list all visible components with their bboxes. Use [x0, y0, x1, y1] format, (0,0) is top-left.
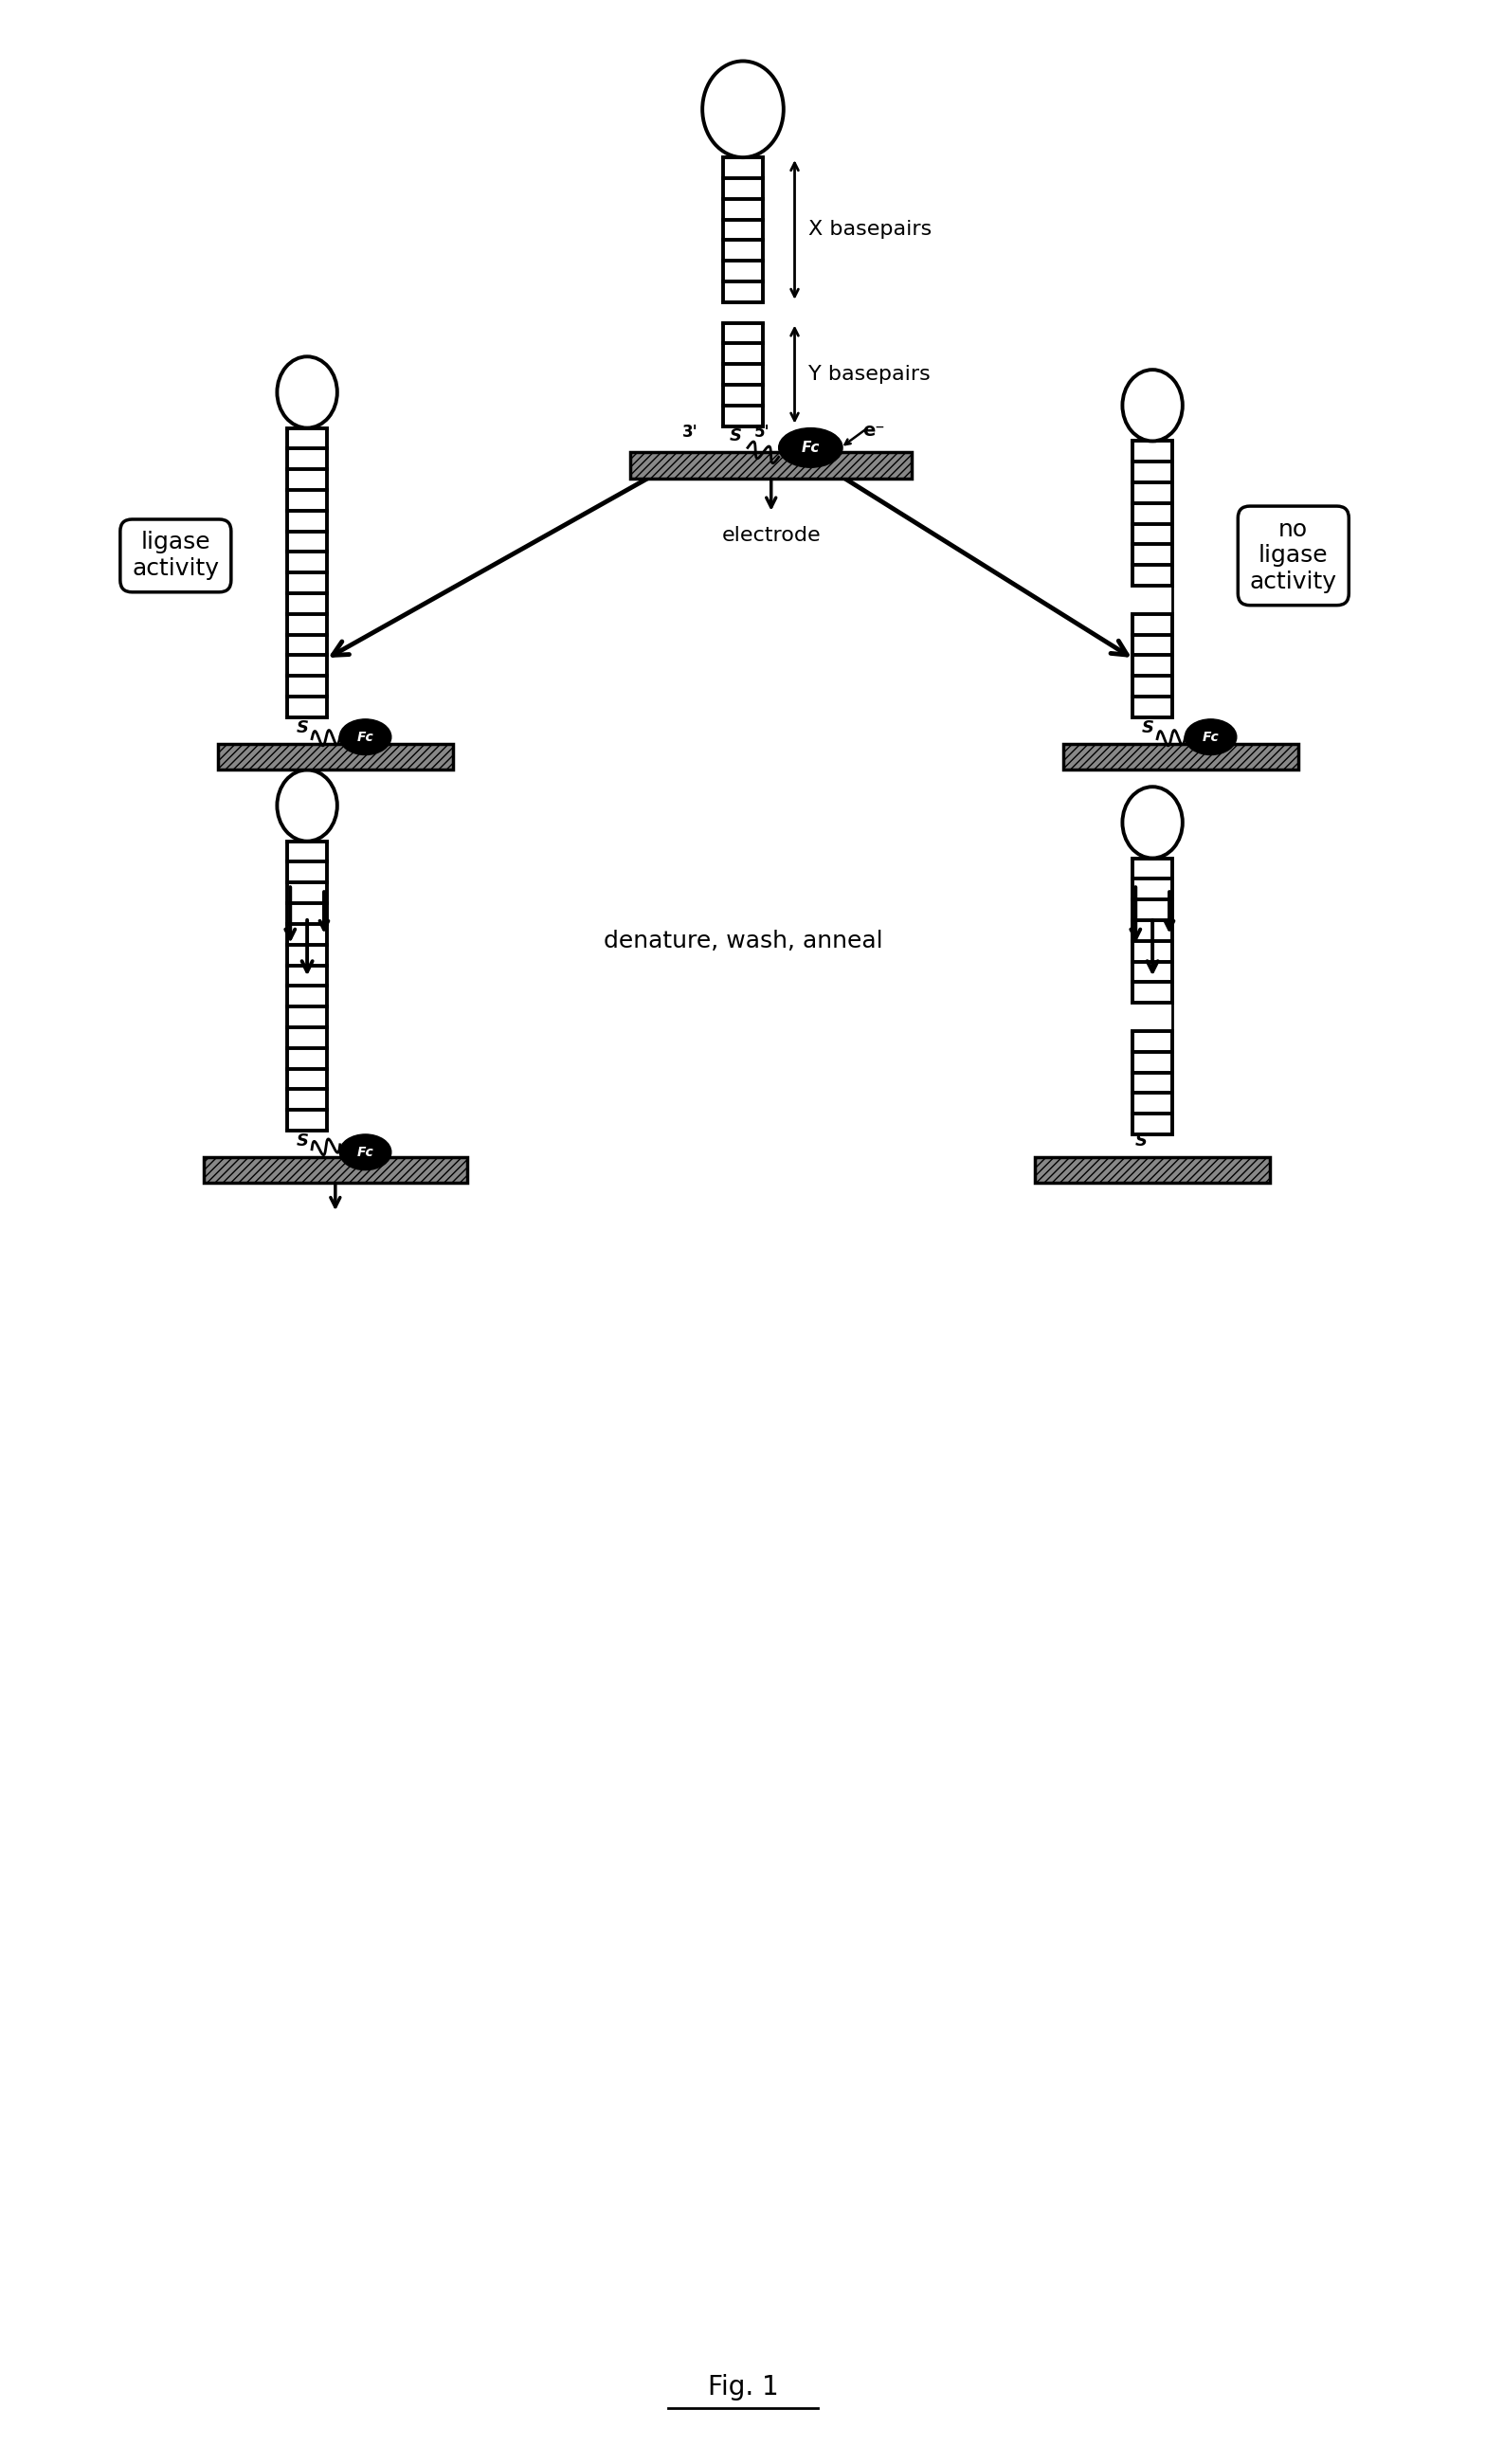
Ellipse shape	[278, 769, 337, 840]
Ellipse shape	[1123, 370, 1182, 441]
Text: Fc: Fc	[356, 1146, 374, 1158]
Text: S: S	[297, 719, 309, 737]
Ellipse shape	[340, 1133, 391, 1170]
Text: e⁻: e⁻	[863, 421, 885, 439]
Text: Fc: Fc	[802, 441, 820, 456]
Text: electrode: electrode	[722, 525, 821, 545]
Text: Fig. 1: Fig. 1	[707, 2373, 778, 2400]
Ellipse shape	[1185, 719, 1237, 754]
Text: X basepairs: X basepairs	[809, 219, 933, 239]
Text: S: S	[297, 1133, 309, 1148]
Bar	[218, 744, 453, 769]
Text: S: S	[1135, 1133, 1148, 1148]
Bar	[630, 453, 912, 478]
Text: Fc: Fc	[1203, 729, 1219, 744]
Text: 5': 5'	[754, 424, 771, 441]
Ellipse shape	[1123, 786, 1182, 857]
Text: Y basepairs: Y basepairs	[809, 365, 931, 384]
Text: S: S	[729, 429, 741, 446]
Ellipse shape	[702, 62, 784, 158]
Ellipse shape	[340, 719, 391, 754]
Ellipse shape	[778, 429, 842, 468]
Text: e⁻: e⁻	[405, 1161, 426, 1178]
Text: no
ligase
activity: no ligase activity	[1250, 517, 1337, 594]
Bar	[1063, 744, 1298, 769]
Text: Fc: Fc	[356, 729, 374, 744]
Text: S: S	[1142, 719, 1154, 737]
Ellipse shape	[278, 357, 337, 429]
Bar	[1035, 1158, 1270, 1183]
Bar	[203, 1158, 466, 1183]
Text: ligase
activity: ligase activity	[132, 532, 220, 579]
Text: denature, wash, anneal: denature, wash, anneal	[603, 929, 882, 951]
Text: 3': 3'	[682, 424, 698, 441]
